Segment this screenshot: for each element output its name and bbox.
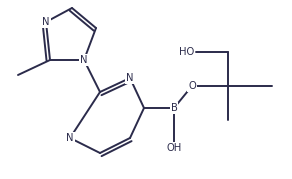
Text: B: B: [171, 103, 178, 113]
Text: O: O: [188, 81, 196, 91]
Text: N: N: [42, 17, 50, 27]
Text: OH: OH: [166, 143, 182, 153]
Text: N: N: [126, 73, 134, 83]
Text: HO: HO: [179, 47, 194, 57]
Text: N: N: [66, 133, 74, 143]
Text: N: N: [80, 55, 88, 65]
